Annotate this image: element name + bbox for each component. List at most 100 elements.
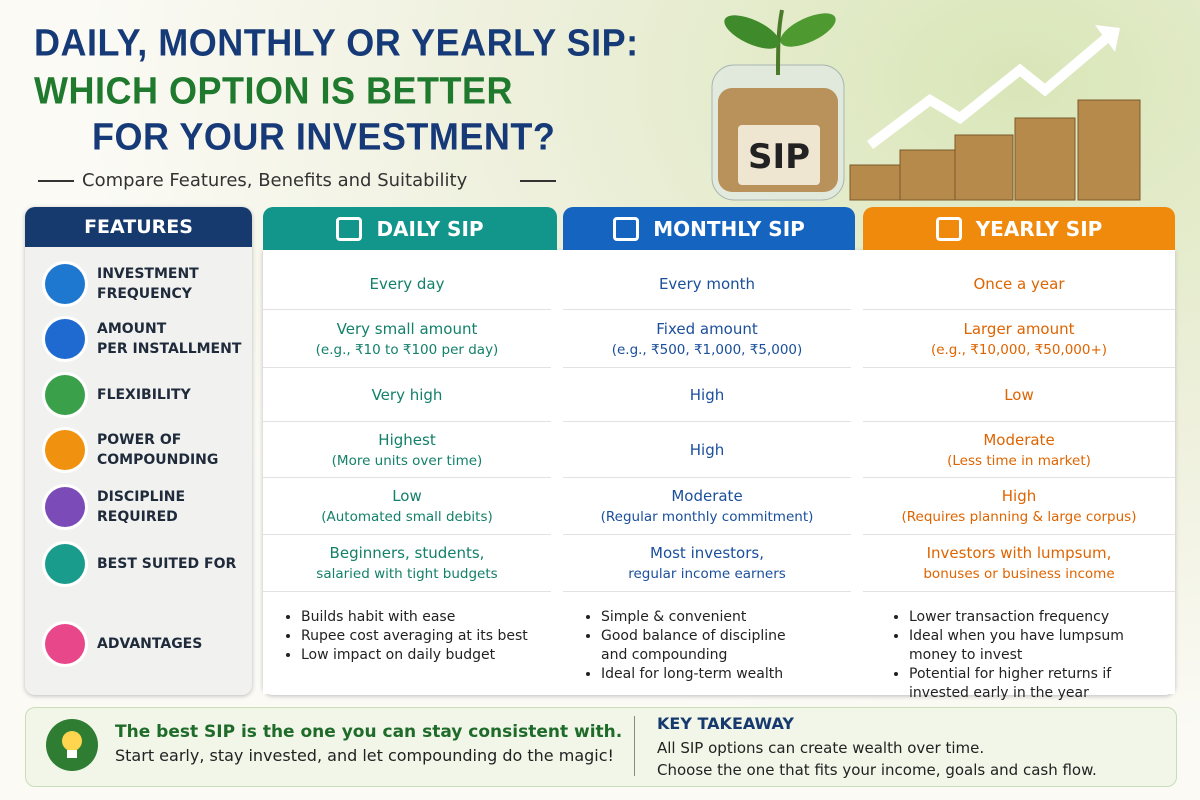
feature-line: COMPOUNDING [97, 452, 219, 468]
feature-icon [45, 319, 85, 359]
feature-line: ADVANTAGES [97, 635, 203, 652]
tip-line: The best SIP is the one you can stay con… [115, 722, 623, 742]
feature-line: POWER OF [97, 432, 182, 448]
takeaway-line: All SIP options can create wealth over t… [657, 739, 985, 757]
feature-row: INVESTMENT FREQUENCY [25, 258, 252, 310]
table-cell: Simple & convenientGood balance of disci… [563, 592, 851, 694]
cell-value: Investors with lumpsum, [926, 544, 1112, 562]
column-title: MONTHLY SIP [653, 216, 805, 241]
feature-line: DISCIPLINE [97, 488, 186, 505]
feature-icon [45, 623, 85, 664]
bulb-icon [46, 719, 98, 771]
cell-value: Fixed amount [656, 319, 758, 338]
tip-line: Start early, stay invested, and let comp… [115, 746, 614, 765]
table-cell: Moderate (Regular monthly commitment) [563, 478, 851, 535]
cell-value: High [689, 385, 725, 404]
table-cell: Low (Automated small debits) [263, 478, 551, 535]
table-cell: Lower transaction frequencyIdeal when yo… [863, 592, 1175, 701]
cell-note: (Less time in market) [947, 452, 1091, 469]
table-cell: Beginners, students, salaried with tight … [263, 535, 551, 592]
cell-value: Very high [371, 385, 443, 404]
column-header: YEARLY SIP [863, 207, 1175, 250]
cell-value: Once a year [973, 274, 1065, 293]
table-cell: Once a year [863, 258, 1175, 310]
cell-value: Low [1004, 385, 1034, 404]
cell-value: High [689, 440, 725, 459]
table-cell: Most investors, regular income earners [563, 535, 851, 592]
feature-row: AMOUNT PER INSTALLMENT [25, 310, 252, 368]
feature-line: PER INSTALLMENT [97, 341, 242, 357]
bullet: Potential for higher returns if invested… [909, 665, 1129, 703]
cell-note: (More units over time) [331, 452, 483, 469]
column-title: DAILY SIP [376, 216, 484, 241]
feature-label: FLEXIBILITY [97, 385, 191, 405]
cell-value: High [1001, 487, 1037, 505]
calendar-icon [336, 216, 363, 241]
cell-value: Every month [658, 274, 756, 293]
bullet: Ideal for long-term wealth [601, 665, 801, 684]
table-cell: Larger amount (e.g., ₹10,000, ₹50,000+) [863, 310, 1175, 368]
feature-icon [45, 375, 85, 415]
table-cell: Moderate (Less time in market) [863, 422, 1175, 478]
feature-label: AMOUNT PER INSTALLMENT [97, 319, 241, 359]
bullet: Builds habit with ease [301, 608, 551, 627]
table-cell: High [563, 422, 851, 478]
feature-icon [45, 264, 85, 304]
cell-note: (e.g., ₹10,000, ₹50,000+) [930, 341, 1108, 358]
cell-note: (Requires planning & large corpus) [901, 509, 1137, 525]
rule [520, 180, 556, 182]
bullet-list: Simple & convenientGood balance of disci… [583, 608, 801, 684]
footer-box [25, 707, 1177, 787]
cell-note: (Regular monthly commitment) [600, 509, 814, 525]
feature-icon [45, 486, 85, 527]
table-cell: Highest (More units over time) [263, 422, 551, 478]
calendar-icon [935, 216, 962, 241]
table-cell: Low [863, 368, 1175, 422]
cell-value: Moderate [983, 430, 1055, 449]
cell-note: regular income earners [628, 566, 786, 582]
cell-value: Beginners, students, [329, 544, 485, 562]
feature-icon [45, 430, 85, 470]
illustration [711, 9, 1141, 201]
feature-label: ADVANTAGES [97, 634, 202, 654]
bullet: Good balance of discipline and compoundi… [601, 627, 801, 665]
feature-line: AMOUNT [97, 321, 167, 337]
feature-label: POWER OF COMPOUNDING [97, 430, 218, 470]
jar-label: SIP [747, 137, 811, 177]
bullet: Simple & convenient [601, 608, 801, 627]
feature-line: REQUIRED [97, 508, 178, 525]
cell-value: Highest [378, 430, 436, 449]
feature-row: POWER OF COMPOUNDING [25, 422, 252, 478]
column-title: YEARLY SIP [975, 216, 1103, 241]
table-cell: High (Requires planning & large corpus) [863, 478, 1175, 535]
cell-value: Every day [369, 274, 445, 293]
bullet: Lower transaction frequency [909, 608, 1129, 627]
takeaway-line: Choose the one that fits your income, go… [657, 761, 1097, 779]
table-cell: Builds habit with easeRupee cost averagi… [263, 592, 551, 694]
feature-line: FREQUENCY [97, 286, 192, 302]
cell-value: Most investors, [650, 544, 764, 562]
bullet: Ideal when you have lumpsum money to inv… [909, 627, 1129, 665]
feature-label: DISCIPLINE REQUIRED [97, 487, 185, 527]
cell-note: (e.g., ₹10 to ₹100 per day) [315, 341, 499, 358]
title-line: WHICH OPTION IS BETTER [34, 68, 513, 112]
table-cell: Very small amount (e.g., ₹10 to ₹100 per … [263, 310, 551, 368]
bullet-list: Builds habit with easeRupee cost averagi… [283, 608, 551, 665]
feature-row: ADVANTAGES [25, 592, 252, 695]
takeaway-title: KEY TAKEAWAY [657, 714, 794, 733]
table-cell: Investors with lumpsum, bonuses or busine… [863, 535, 1175, 592]
calendar-icon [613, 216, 640, 241]
bullet: Low impact on daily budget [301, 646, 551, 665]
cell-value: Low [392, 487, 422, 505]
table-cell: Fixed amount (e.g., ₹500, ₹1,000, ₹5,000) [563, 310, 851, 368]
table-cell: High [563, 368, 851, 422]
column-header: MONTHLY SIP [563, 207, 855, 250]
cell-note: salaried with tight budgets [316, 566, 498, 582]
feature-row: DISCIPLINE REQUIRED [25, 478, 252, 535]
features-header: FEATURES [25, 207, 252, 247]
feature-row: BEST SUITED FOR [25, 535, 252, 592]
divider [634, 716, 635, 776]
cell-value: Moderate [671, 487, 743, 505]
feature-label: BEST SUITED FOR [97, 554, 236, 574]
